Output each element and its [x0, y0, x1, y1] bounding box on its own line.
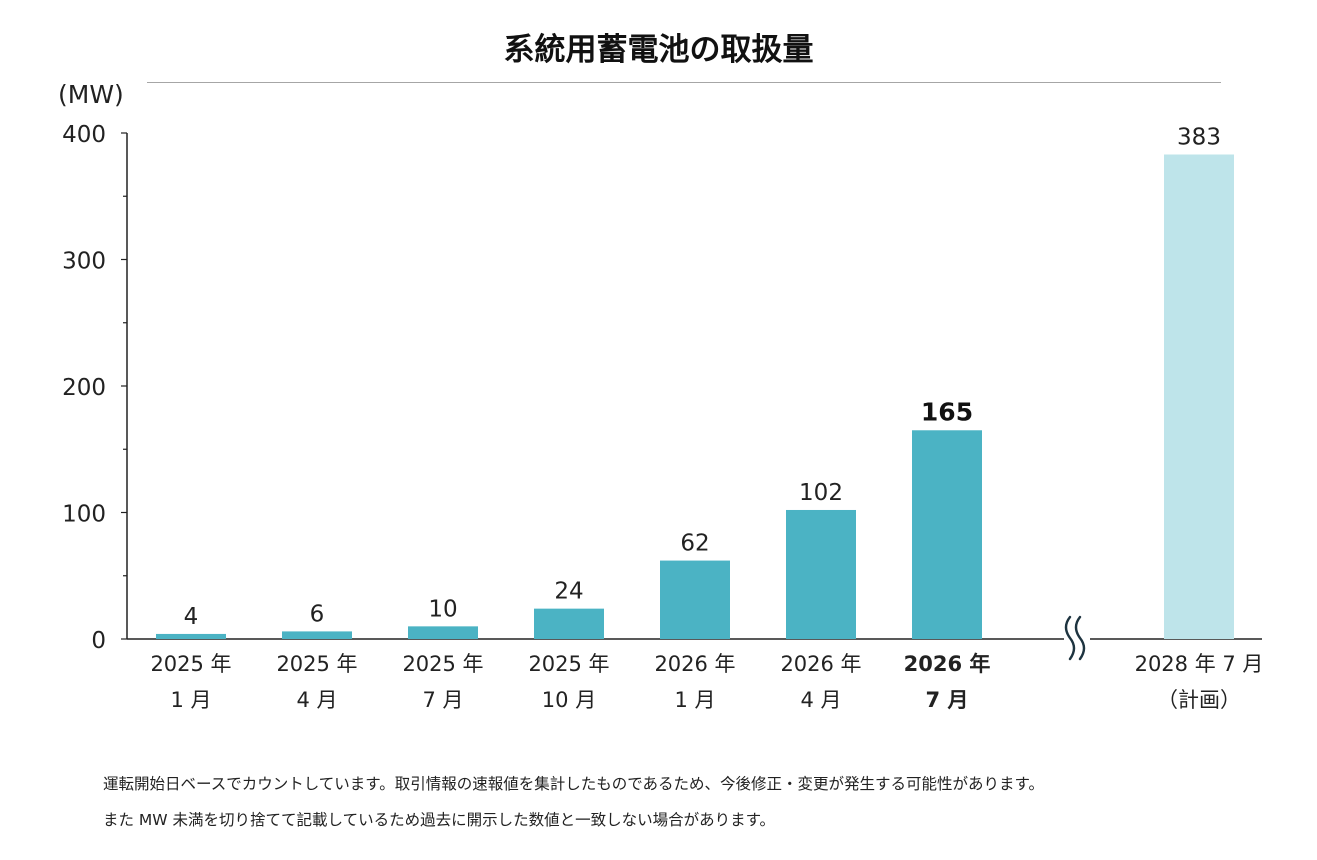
y-axis-unit-label: (MW)	[58, 80, 124, 109]
x-tick-label-line2: 4 月	[800, 688, 841, 712]
bar-value-label: 165	[921, 397, 973, 426]
y-tick-label: 0	[91, 628, 106, 654]
x-tick-label-line1: 2028 年 7 月	[1135, 652, 1264, 676]
axis-break-mark-right	[1074, 615, 1086, 661]
x-tick-label-line1: 2026 年	[780, 652, 861, 676]
bar	[408, 626, 478, 639]
x-tick-label-line1: 2026 年	[654, 652, 735, 676]
bar-value-label: 4	[184, 604, 199, 630]
x-tick-label-line2: 4 月	[296, 688, 337, 712]
title-divider	[147, 82, 1221, 83]
x-tick-label-line2: （計画）	[1157, 688, 1241, 712]
footnote-2: また MW 未満を切り捨てて記載しているため過去に開示した数値と一致しない場合が…	[103, 811, 776, 829]
y-tick-label: 200	[62, 375, 106, 401]
x-tick-label-line2: 1 月	[674, 688, 715, 712]
x-tick-label-line1: 2025 年	[528, 652, 609, 676]
footnote-1: 運転開始日ベースでカウントしています。取引情報の速報値を集計したものであるため、…	[103, 775, 1045, 793]
bar	[1164, 154, 1234, 639]
axis-break-mark-left	[1064, 615, 1076, 661]
bar-value-label: 62	[680, 531, 709, 557]
x-tick-label-line2: 10 月	[542, 688, 596, 712]
x-tick-label-line2: 1 月	[170, 688, 211, 712]
x-tick-label-line1: 2025 年	[276, 652, 357, 676]
x-tick-label-line2: 7 月	[422, 688, 463, 712]
x-tick-label-line1: 2025 年	[150, 652, 231, 676]
bar	[282, 631, 352, 639]
bar	[786, 509, 856, 639]
bar	[534, 608, 604, 639]
bar	[660, 560, 730, 639]
bar-value-label: 102	[799, 480, 843, 506]
x-tick-label-line1: 2026 年	[904, 652, 991, 676]
bar-value-label: 10	[428, 596, 457, 622]
x-tick-label-line2: 7 月	[926, 688, 969, 712]
x-tick-label-line1: 2025 年	[402, 652, 483, 676]
bar-value-label: 6	[310, 601, 325, 627]
bar	[912, 430, 982, 639]
bar-value-label: 24	[554, 579, 583, 605]
y-tick-label: 300	[62, 249, 106, 275]
bar	[156, 633, 226, 639]
chart-title: 系統用蓄電池の取扱量	[503, 32, 814, 68]
y-tick-label: 400	[62, 122, 106, 148]
bar-chart: 0 100 200 300 400 4 2025 年 1 月 6 2025 年 4 月 10 2025 …	[62, 122, 1264, 712]
y-tick-label: 100	[62, 502, 106, 528]
bar-value-label: 383	[1177, 125, 1221, 151]
